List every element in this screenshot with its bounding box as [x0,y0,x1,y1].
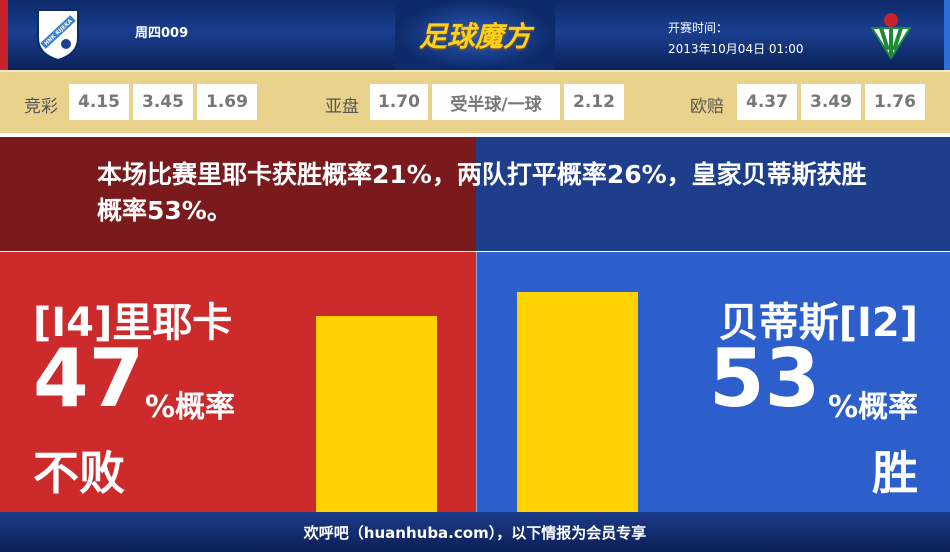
away-color-stripe [944,0,950,70]
oupei-loss-odds: 1.76 [865,84,925,120]
oupei-draw-odds: 3.49 [801,84,861,120]
footer-banner: 欢呼吧（huanhuba.com），以下情报为会员专享 [0,512,950,552]
yapan-away-odds: 2.12 [564,84,624,120]
kickoff-label: 开赛时间： [668,21,729,35]
probability-summary: 本场比赛里耶卡获胜概率21%，两队打平概率26%，皇家贝蒂斯获胜概率53%。 [97,160,867,225]
home-panel: [I4]里耶卡 47 %概率 不败 [0,252,476,512]
away-pct-suffix: %概率 [827,390,918,425]
home-team-logo-icon: HNK RIJEKA [37,9,79,62]
jingcai-draw-odds: 3.45 [133,84,193,120]
match-header: HNK RIJEKA 周四009 足球魔方 开赛时间： 2013年10月04日 … [0,0,950,70]
jingcai-label: 竞彩 [24,97,58,117]
home-probability-bar [316,316,437,512]
banner-home-bg [0,137,476,251]
yapan-label: 亚盘 [325,97,359,117]
home-outcome: 不败 [33,446,125,500]
home-pct-suffix: %概率 [145,390,236,425]
jingcai-win-odds: 4.15 [69,84,129,120]
oupei-label: 欧赔 [690,97,724,117]
home-color-stripe [0,0,8,70]
match-number: 周四009 [135,26,189,41]
away-panel: 贝蒂斯[I2] 53 %概率 胜 [476,252,950,512]
away-percentage: 53 [709,332,821,425]
kickoff-time: 2013年10月04日 01:00 [668,42,804,56]
yapan-home-odds: 1.70 [370,84,428,120]
yapan-handicap: 受半球/一球 [432,84,560,120]
banner-away-bg [476,137,950,251]
away-team-logo-icon [870,13,912,60]
odds-bar: 竞彩 4.15 3.45 1.69 亚盘 1.70 受半球/一球 2.12 欧赔… [0,70,950,133]
oupei-win-odds: 4.37 [737,84,797,120]
away-team-name: 贝蒂斯[I2] [718,300,918,346]
home-percentage: 47 [33,332,145,425]
away-outcome: 胜 [872,446,918,500]
jingcai-loss-odds: 1.69 [197,84,257,120]
away-probability-bar [517,291,638,512]
home-team-name: [I4]里耶卡 [33,300,233,346]
brand-logo: 足球魔方 [395,0,555,70]
